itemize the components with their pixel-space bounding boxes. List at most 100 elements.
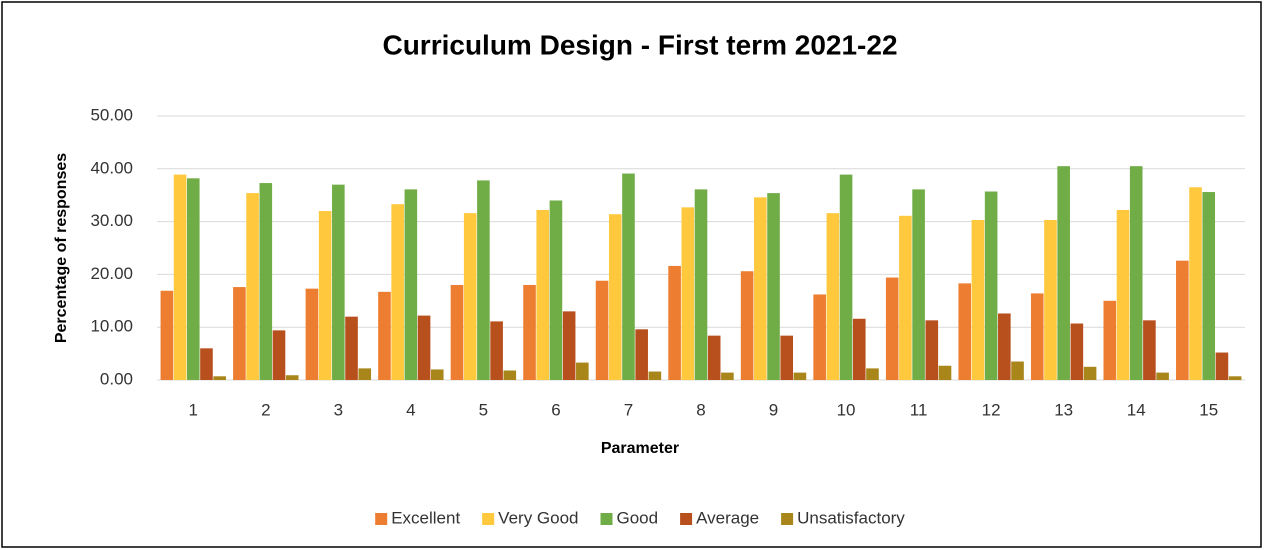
x-tick-label: 5 — [479, 400, 488, 419]
legend-swatch — [680, 513, 693, 525]
bar — [318, 211, 332, 380]
x-tick-label: 7 — [624, 400, 633, 419]
bar — [998, 313, 1011, 380]
bar — [200, 348, 213, 380]
bar — [490, 321, 503, 380]
bar — [233, 287, 246, 380]
bar — [1228, 376, 1242, 380]
bar — [1057, 166, 1070, 380]
bar — [430, 369, 444, 380]
bar — [793, 372, 807, 380]
bar — [754, 197, 767, 380]
bar — [839, 174, 853, 380]
bar — [1156, 372, 1169, 380]
bar — [938, 365, 952, 380]
bar — [391, 204, 404, 380]
x-tick-label: 12 — [982, 400, 1001, 419]
bar — [1189, 187, 1202, 380]
y-tick-label: 40.00 — [90, 158, 133, 177]
bar — [1030, 293, 1044, 380]
x-tick-label: 4 — [406, 400, 415, 419]
x-tick-label: 14 — [1127, 400, 1146, 419]
bar — [740, 271, 754, 380]
bar — [1083, 366, 1097, 380]
bar — [1215, 352, 1229, 380]
bar — [536, 209, 550, 380]
x-tick-label: 15 — [1199, 400, 1218, 419]
bar — [213, 376, 226, 380]
y-tick-label: 30.00 — [90, 211, 133, 230]
bar — [648, 371, 662, 380]
bar — [1143, 320, 1156, 380]
bar — [1116, 209, 1130, 380]
bar — [272, 330, 286, 380]
y-tick-label: 0.00 — [100, 369, 133, 388]
bar — [595, 280, 609, 380]
legend-swatch — [375, 513, 388, 525]
y-tick-label: 10.00 — [90, 317, 133, 336]
bar — [173, 174, 187, 380]
bar — [332, 184, 345, 380]
bar — [1202, 192, 1216, 380]
bar — [852, 318, 866, 380]
bar — [358, 368, 372, 380]
legend-label: Good — [617, 508, 659, 527]
bar — [378, 291, 391, 380]
legend-label: Average — [696, 508, 759, 527]
x-axis-label: Parameter — [601, 440, 679, 457]
bar — [668, 265, 681, 380]
x-tick-label: 13 — [1054, 400, 1073, 419]
bar — [285, 375, 299, 380]
bar — [417, 315, 431, 380]
bar — [345, 316, 358, 380]
y-axis-label: Percentage of responses — [53, 153, 70, 343]
x-tick-label: 3 — [334, 400, 343, 419]
y-tick-label: 20.00 — [90, 264, 133, 283]
legend-label: Excellent — [391, 508, 460, 527]
bar — [259, 183, 273, 380]
bar — [404, 189, 418, 380]
bar — [767, 193, 780, 380]
x-tick-label: 1 — [189, 400, 198, 419]
bar — [1103, 300, 1117, 380]
bar — [523, 284, 536, 380]
legend-swatch — [482, 513, 495, 525]
legend-label: Unsatisfactory — [797, 508, 905, 527]
y-tick-label: 50.00 — [90, 105, 133, 124]
bar — [681, 207, 695, 380]
bar — [576, 362, 589, 380]
bar — [780, 335, 794, 380]
bar — [885, 277, 899, 380]
legend-swatch — [781, 513, 794, 525]
bar — [246, 193, 259, 380]
legend-label: Very Good — [498, 508, 578, 527]
bar — [1129, 166, 1143, 380]
x-tick-label: 10 — [837, 400, 856, 419]
x-tick-label: 2 — [261, 400, 270, 419]
bar — [1070, 323, 1084, 380]
bar — [912, 189, 925, 380]
bar — [635, 329, 648, 380]
bar — [866, 368, 879, 380]
bar — [160, 290, 174, 380]
bar — [813, 294, 826, 380]
bar — [984, 191, 998, 380]
bar — [707, 335, 721, 380]
bar — [450, 284, 464, 380]
bar — [463, 213, 477, 380]
bar — [305, 288, 319, 380]
bar — [477, 180, 490, 380]
bar — [971, 220, 985, 380]
bar — [503, 370, 517, 380]
bar — [826, 213, 840, 380]
bar — [1011, 361, 1024, 380]
bar — [549, 200, 563, 380]
bar — [899, 215, 912, 380]
bar — [1176, 260, 1189, 380]
x-tick-label: 8 — [696, 400, 705, 419]
bar — [721, 372, 734, 380]
legend-swatch — [600, 513, 613, 525]
bar — [958, 283, 972, 380]
bar — [562, 311, 576, 380]
